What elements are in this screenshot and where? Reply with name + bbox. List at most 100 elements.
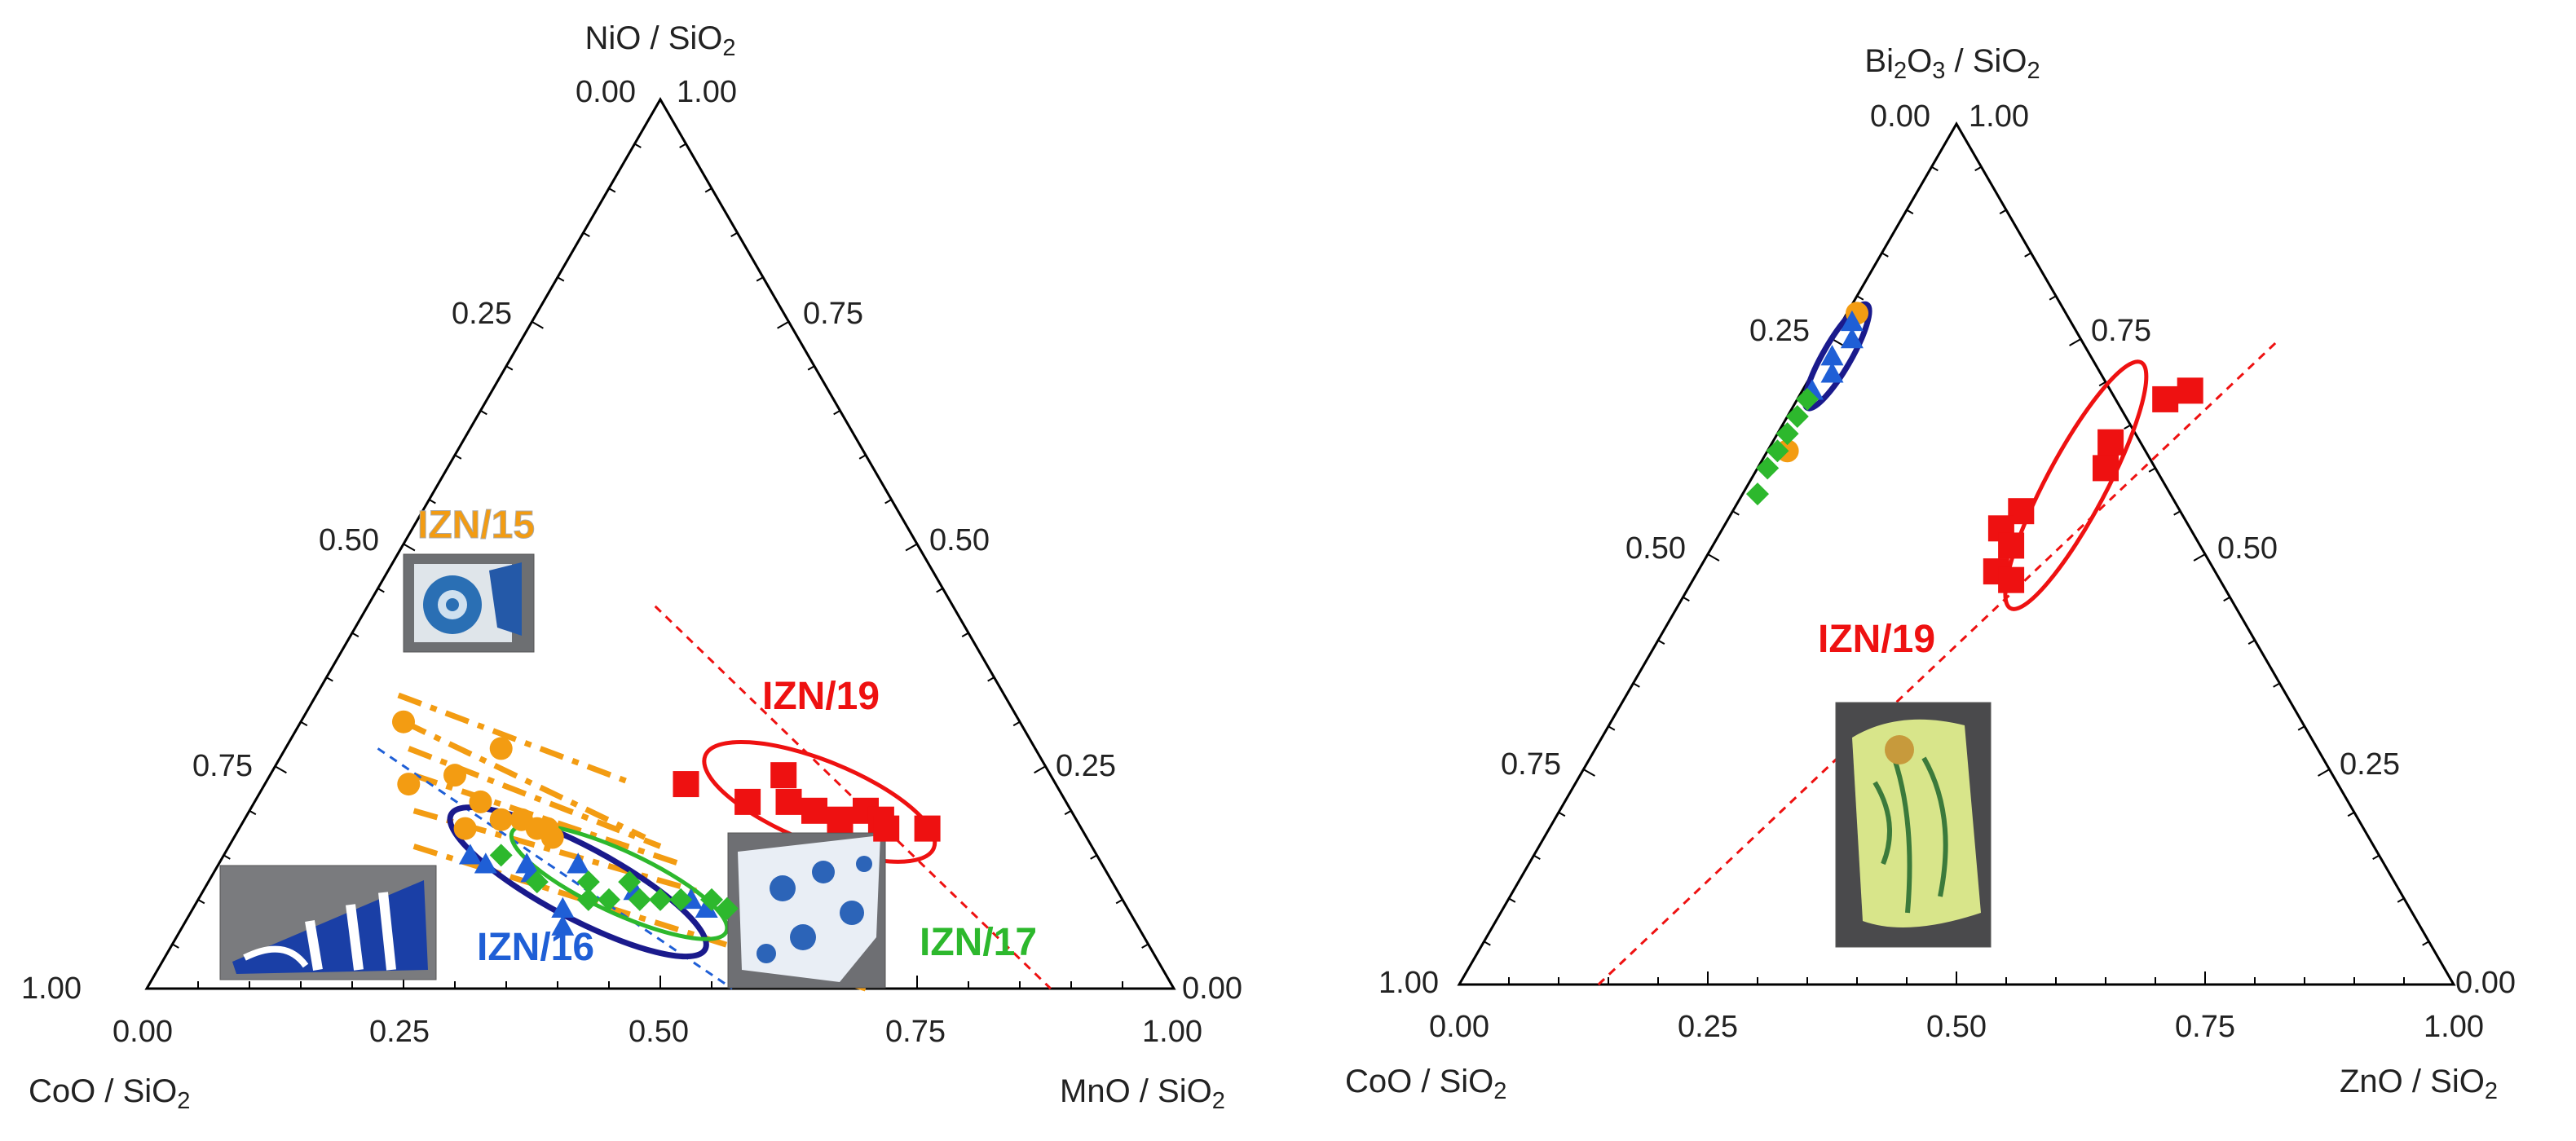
ellipse-izn17 bbox=[509, 822, 730, 941]
dashed-line bbox=[654, 605, 1052, 990]
tick-label: 0.00 bbox=[2455, 966, 2516, 1000]
tick-mark bbox=[1034, 765, 1046, 774]
tick-mark bbox=[858, 454, 867, 460]
tick-mark bbox=[172, 943, 179, 949]
dashed-lines bbox=[1597, 337, 2281, 986]
tick-mark bbox=[1931, 165, 1939, 172]
dashed-line bbox=[402, 719, 646, 840]
tick-mark bbox=[1583, 769, 1595, 777]
left-tick-labels: 1.00 0.75 0.50 0.25 0.00 bbox=[21, 75, 636, 1006]
tick-mark bbox=[884, 499, 892, 504]
ellipse-izn19 bbox=[2003, 359, 2149, 611]
data-point-izn15 bbox=[469, 790, 492, 813]
data-point-izn16 bbox=[1840, 310, 1864, 332]
photo-inset-izn17 bbox=[727, 832, 886, 989]
tick-mark bbox=[1090, 854, 1097, 860]
tick-mark bbox=[2173, 510, 2181, 516]
tick-mark bbox=[777, 320, 789, 329]
data-point-izn16 bbox=[458, 844, 482, 865]
tick-mark bbox=[961, 632, 969, 637]
tick-mark bbox=[429, 499, 436, 504]
data-point-izn19 bbox=[2093, 455, 2119, 482]
tick-mark bbox=[275, 765, 287, 774]
tick-mark bbox=[1508, 897, 1516, 903]
tick-mark bbox=[2049, 295, 2057, 301]
group-label-izn17: IZN/17 bbox=[920, 921, 1037, 964]
bottom-tick-labels: 0.00 0.25 0.50 0.75 1.00 bbox=[1429, 1010, 2484, 1044]
axis-label-right: MnO / SiO2 bbox=[1060, 1073, 1225, 1114]
data-points bbox=[1746, 302, 2203, 593]
dashed-line bbox=[1597, 337, 2281, 986]
data-point-izn15 bbox=[453, 817, 477, 840]
tick-mark bbox=[807, 365, 815, 371]
tick-mark bbox=[987, 676, 995, 682]
tick-mark bbox=[2069, 338, 2081, 346]
data-point-izn15 bbox=[540, 826, 564, 849]
data-point-izn19 bbox=[914, 815, 941, 842]
tick-mark bbox=[1999, 209, 2007, 214]
tick-mark bbox=[377, 588, 385, 593]
data-point-izn15 bbox=[489, 808, 513, 831]
tick-mark bbox=[704, 187, 712, 193]
tick-label: 1.00 bbox=[1378, 966, 1439, 1000]
tick-mark bbox=[1881, 252, 1889, 258]
tick-label: 0.75 bbox=[2091, 314, 2151, 348]
tick-mark bbox=[2397, 897, 2405, 903]
data-point-izn16 bbox=[551, 914, 575, 936]
data-point-izn19 bbox=[673, 771, 699, 798]
data-point-izn19 bbox=[2152, 385, 2179, 412]
tick-mark bbox=[2247, 639, 2256, 645]
tick-mark bbox=[326, 676, 333, 682]
tick-mark bbox=[351, 632, 359, 637]
group-label-izn19: IZN/19 bbox=[762, 675, 880, 718]
tick-label: 0.50 bbox=[2217, 531, 2278, 566]
tick-label: 0.25 bbox=[1056, 749, 1116, 783]
data-points bbox=[392, 710, 941, 936]
tick-label: 0.25 bbox=[1678, 1010, 1738, 1044]
group-label-izn15: IZN/15 bbox=[417, 504, 535, 547]
axis-label-top: NiO / SiO2 bbox=[584, 20, 735, 61]
tick-label: 0.75 bbox=[2175, 1010, 2235, 1044]
tick-mark bbox=[2318, 769, 2330, 777]
dashed-line bbox=[397, 692, 636, 787]
dashed-line bbox=[412, 844, 867, 992]
data-point-izn19 bbox=[2097, 429, 2124, 456]
data-point-izn16 bbox=[515, 852, 539, 874]
data-point-izn17 bbox=[576, 870, 600, 894]
tick-mark bbox=[2273, 682, 2280, 688]
tick-mark bbox=[730, 231, 738, 238]
tick-mark bbox=[1832, 338, 1844, 346]
data-point-izn17 bbox=[1766, 439, 1789, 463]
data-point-izn16 bbox=[695, 896, 718, 919]
tick-mark bbox=[532, 320, 544, 329]
tick-label: 0.00 bbox=[112, 1015, 173, 1049]
data-point-izn15 bbox=[443, 764, 466, 787]
data-point-izn15 bbox=[397, 773, 421, 796]
tick-mark bbox=[1115, 899, 1123, 905]
data-point-izn17 bbox=[1756, 456, 1780, 480]
tick-label: 0.50 bbox=[319, 523, 379, 557]
tick-mark bbox=[1012, 720, 1021, 727]
photo-inset-izn16 bbox=[219, 865, 437, 980]
dashed-line bbox=[408, 746, 662, 849]
tick-mark bbox=[454, 454, 462, 460]
tick-mark bbox=[634, 143, 642, 148]
tick-mark bbox=[1533, 854, 1541, 860]
tick-label: 0.00 bbox=[576, 75, 636, 109]
data-point-izn16 bbox=[567, 852, 590, 874]
tick-mark bbox=[608, 187, 616, 193]
tick-mark bbox=[1974, 165, 1982, 172]
tick-mark bbox=[1608, 725, 1616, 731]
data-point-izn17 bbox=[669, 888, 693, 911]
photo-inset-izn15 bbox=[403, 553, 535, 653]
data-point-izn15 bbox=[489, 737, 513, 760]
tick-label: 0.75 bbox=[1501, 747, 1561, 782]
tick-mark bbox=[505, 365, 514, 371]
tick-marks bbox=[172, 143, 1149, 989]
tick-label: 0.50 bbox=[929, 523, 990, 557]
tick-mark bbox=[1064, 809, 1072, 816]
tick-label: 0.50 bbox=[1926, 1010, 1987, 1044]
tick-mark bbox=[583, 231, 590, 238]
data-point-izn19 bbox=[734, 788, 761, 815]
